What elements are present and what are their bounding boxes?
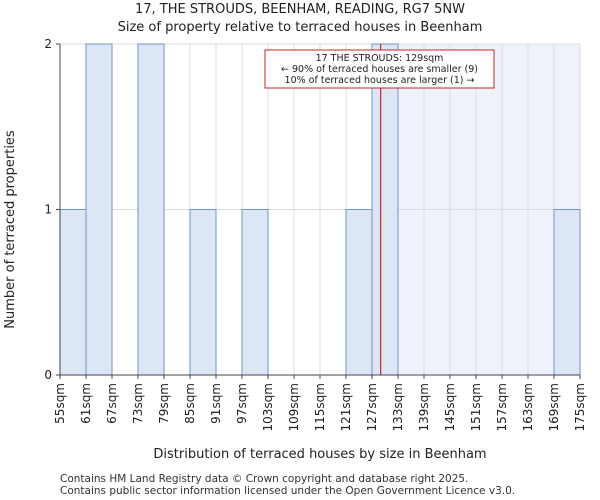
x-tick-label: 127sqm [365, 383, 379, 431]
y-axis-title: Number of terraced properties [3, 130, 18, 329]
histogram-bar [553, 209, 581, 376]
histogram-bar [137, 43, 165, 376]
x-tick-label: 145sqm [443, 383, 457, 431]
x-tick-label: 73sqm [131, 383, 145, 424]
histogram-bar [85, 43, 113, 376]
x-tick-label: 97sqm [235, 383, 249, 424]
x-tick-label: 175sqm [573, 383, 587, 431]
x-tick-label: 61sqm [79, 383, 93, 424]
x-tick-label: 103sqm [261, 383, 275, 431]
x-tick-label: 157sqm [495, 383, 509, 431]
x-axis-title: Distribution of terraced houses by size … [153, 447, 486, 462]
annotation-line: 17 THE STROUDS: 129sqm [316, 53, 444, 64]
x-tick-label: 151sqm [469, 383, 483, 431]
x-tick-label: 85sqm [183, 383, 197, 424]
histogram-bar [345, 209, 373, 376]
x-tick-label: 121sqm [339, 383, 353, 431]
y-tick-label: 1 [44, 203, 52, 217]
y-tick-label: 0 [44, 368, 52, 382]
footer-attribution-line2: Contains public sector information licen… [60, 485, 516, 497]
histogram-bar [189, 209, 217, 376]
chart-title-line1: 17, THE STROUDS, BEENHAM, READING, RG7 5… [135, 2, 465, 17]
histogram-bar [59, 209, 87, 376]
histogram-bar [241, 209, 269, 376]
x-tick-label: 115sqm [313, 383, 327, 431]
x-tick-label: 133sqm [391, 383, 405, 431]
chart-title-line2: Size of property relative to terraced ho… [117, 20, 483, 35]
x-tick-label: 91sqm [209, 383, 223, 424]
histogram-bar [371, 43, 399, 376]
x-tick-label: 109sqm [287, 383, 301, 431]
x-tick-label: 55sqm [53, 383, 67, 424]
x-tick-label: 67sqm [105, 383, 119, 424]
x-tick-label: 139sqm [417, 383, 431, 431]
annotation-line: ← 90% of terraced houses are smaller (9) [281, 64, 478, 75]
x-tick-label: 163sqm [521, 383, 535, 431]
annotation-line: 10% of terraced houses are larger (1) → [285, 75, 475, 86]
y-tick-label: 2 [44, 37, 52, 51]
footer-attribution-line1: Contains HM Land Registry data © Crown c… [60, 473, 469, 485]
x-tick-label: 79sqm [157, 383, 171, 424]
annotation-box [264, 49, 495, 89]
x-tick-label: 169sqm [547, 383, 561, 431]
